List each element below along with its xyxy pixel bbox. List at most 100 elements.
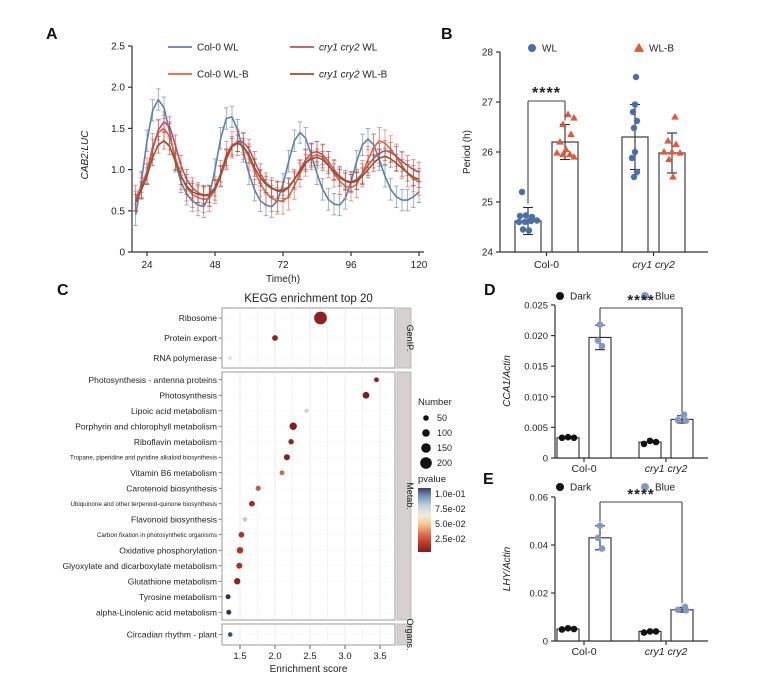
svg-text:Photosynthesis - antenna prote: Photosynthesis - antenna proteins <box>88 375 217 385</box>
panel-b-period-bar-chart: 24 25 26 27 28 Col-0 cry1 cry2 Period (h) WL WL-B… <box>462 42 708 271</box>
svg-text:Dark: Dark <box>570 292 592 303</box>
kegg-dot <box>272 335 278 341</box>
svg-text:Protein export: Protein export <box>164 333 218 343</box>
svg-text:0.015: 0.015 <box>524 362 548 373</box>
svg-text:0.025: 0.025 <box>524 301 548 312</box>
svg-text:Vitamin B6 metabolism: Vitamin B6 metabolism <box>130 468 217 478</box>
svg-text:0: 0 <box>543 637 548 648</box>
svg-text:Tropane, piperidine and pyridi: Tropane, piperidine and pyridine alkaloi… <box>70 454 217 461</box>
panel-e-bar-3 <box>670 609 694 642</box>
svg-text:24: 24 <box>141 260 153 271</box>
svg-text:cry1 cry2 WL-B: cry1 cry2 WL-B <box>319 70 388 81</box>
svg-text:7.5e-02: 7.5e-02 <box>435 504 466 514</box>
svg-text:25: 25 <box>482 198 494 209</box>
panel-d-bar-1 <box>588 336 612 459</box>
svg-text:200: 200 <box>437 458 452 468</box>
panel-c-label: C <box>57 282 69 299</box>
panel-d-legend: Dark Blue <box>556 292 675 303</box>
kegg-dot <box>238 531 245 538</box>
svg-text:Col-0: Col-0 <box>534 259 559 271</box>
panel-a-axes: 0 0.5 1.0 1.5 2.0 2.5 24 48 72 96 120 Time(h) CAB2:L… <box>80 42 428 286</box>
svg-text:2.0: 2.0 <box>111 83 125 94</box>
svg-text:1.0e-01: 1.0e-01 <box>435 489 466 499</box>
kegg-dot <box>228 355 233 361</box>
svg-text:CCA1/Actin: CCA1/Actin <box>502 355 513 407</box>
panel-e-lhy-bar-chart: 0 0.02 0.04 0.06 Col-0 cry1 cry2 LHY/Actin Dark… <box>502 483 708 658</box>
panel-e-significance: **** <box>599 486 683 604</box>
kegg-dot <box>225 594 231 600</box>
svg-text:WL-B: WL-B <box>649 44 674 55</box>
svg-text:pvalue: pvalue <box>418 474 446 485</box>
kegg-dot <box>289 422 297 430</box>
svg-text:27: 27 <box>482 98 494 109</box>
svg-text:alpha-Linolenic acid metabolis: alpha-Linolenic acid metabolism <box>96 607 217 617</box>
svg-text:0.010: 0.010 <box>524 392 548 403</box>
svg-text:LHY/Actin: LHY/Actin <box>502 546 513 591</box>
svg-text:Lipoic acid metabolism: Lipoic acid metabolism <box>131 406 217 416</box>
kegg-dot <box>283 454 290 461</box>
panel-d-label: D <box>484 282 496 299</box>
kegg-dot <box>255 485 261 491</box>
svg-text:28: 28 <box>482 48 494 59</box>
svg-text:Time(h): Time(h) <box>266 274 300 285</box>
svg-text:Flavonoid biosynthesis: Flavonoid biosynthesis <box>131 514 217 524</box>
svg-text:cry1 cry2: cry1 cry2 <box>645 463 688 475</box>
panel-b-legend: WL WL-B <box>528 42 674 55</box>
svg-text:Metab.: Metab. <box>405 482 415 510</box>
svg-text:72: 72 <box>277 260 289 271</box>
kegg-dot <box>279 470 285 476</box>
svg-text:****: **** <box>532 85 561 102</box>
svg-text:1.0: 1.0 <box>111 165 125 176</box>
svg-text:Organs.: Organs. <box>405 618 415 650</box>
svg-text:Period (h): Period (h) <box>462 130 473 174</box>
panel-d-significance: **** <box>599 292 683 412</box>
panel-e-bar-1 <box>588 537 612 642</box>
kegg-dot <box>242 516 248 522</box>
svg-text:Blue: Blue <box>655 292 675 303</box>
panel-e-bars <box>556 522 694 642</box>
svg-text:3.5: 3.5 <box>373 651 386 662</box>
panel-d-bars <box>556 321 694 459</box>
svg-text:5.0e-02: 5.0e-02 <box>435 519 466 529</box>
svg-text:Glutathione metabolism: Glutathione metabolism <box>128 576 217 586</box>
svg-text:Col-0: Col-0 <box>571 646 596 658</box>
svg-text:WL: WL <box>542 44 557 55</box>
svg-text:Number: Number <box>418 397 452 408</box>
panel-a-legend: Col-0 WL Col-0 WL-B cry1 cry2 WL cry1 cry2 … <box>168 43 388 81</box>
svg-text:Col-0 WL-B: Col-0 WL-B <box>197 70 249 81</box>
svg-text:cry1 cry2: cry1 cry2 <box>645 646 688 658</box>
kegg-dot <box>234 578 241 585</box>
svg-text:24: 24 <box>482 248 494 259</box>
svg-text:GenIP.: GenIP. <box>405 325 415 352</box>
svg-text:Photosynthesis: Photosynthesis <box>159 390 217 400</box>
svg-text:KEGG enrichment top 20: KEGG enrichment top 20 <box>244 293 372 305</box>
svg-text:cry1 cry2 WL: cry1 cry2 WL <box>319 43 378 54</box>
svg-text:0: 0 <box>119 248 125 259</box>
svg-text:CAB2:LUC: CAB2:LUC <box>80 130 91 180</box>
svg-text:0.04: 0.04 <box>530 541 549 552</box>
panel-b-label: B <box>441 26 453 43</box>
svg-text:2.5: 2.5 <box>111 42 125 53</box>
svg-text:cry1 cry2: cry1 cry2 <box>632 259 675 271</box>
panel-d-cca1-bar-chart: 0 0.005 0.010 0.015 0.020 0.025 Col-0 cry1 cry2… <box>502 292 708 475</box>
svg-text:3.0: 3.0 <box>338 651 351 662</box>
facet-organs: Circadian rhythm - plant Organs. <box>127 618 415 650</box>
kegg-dot <box>236 562 243 569</box>
kegg-dot <box>226 609 232 615</box>
svg-text:Ubiquinone and other terpenoid: Ubiquinone and other terpenoid-quinone b… <box>70 501 217 508</box>
svg-text:Porphyrin and chlorophyll meta: Porphyrin and chlorophyll metabolism <box>75 421 217 431</box>
svg-text:****: **** <box>627 486 654 503</box>
svg-text:0.5: 0.5 <box>111 206 125 217</box>
panel-a-label: A <box>46 26 58 43</box>
svg-text:150: 150 <box>437 443 452 453</box>
svg-text:Enrichment score: Enrichment score <box>270 664 348 675</box>
svg-text:0: 0 <box>543 454 548 465</box>
facet-genip: Ribosome Protein export RNA polymerase GenI… <box>153 307 415 369</box>
kegg-dot <box>249 500 255 507</box>
svg-text:Riboflavin metabolism: Riboflavin metabolism <box>134 437 217 447</box>
svg-text:Circadian rhythm - plant: Circadian rhythm - plant <box>127 630 218 640</box>
svg-text:48: 48 <box>209 260 221 271</box>
panel-e-legend: Dark Blue <box>556 483 675 494</box>
svg-text:Glyoxylate and dicarboxylate m: Glyoxylate and dicarboxylate metabolism <box>63 561 218 571</box>
panel-d-bar-3 <box>670 418 694 459</box>
